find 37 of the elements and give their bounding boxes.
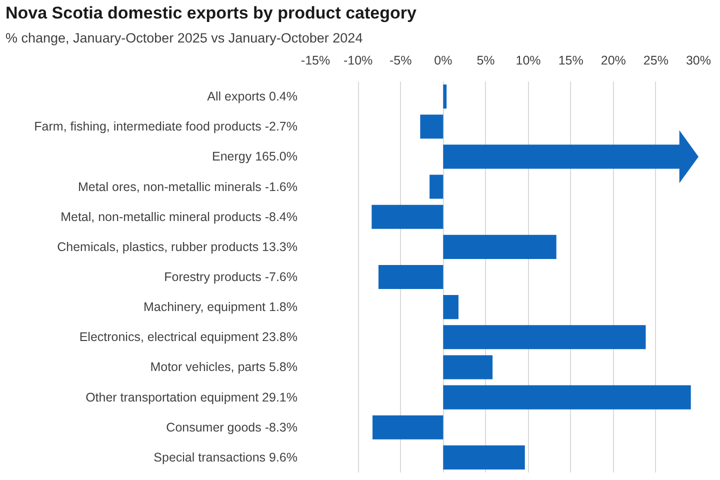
bar	[443, 385, 691, 410]
chart-title: Nova Scotia domestic exports by product category	[6, 4, 417, 22]
x-tick-label: 20%	[600, 54, 626, 68]
y-tick-label: Energy 165.0%	[212, 150, 298, 164]
y-tick-label: Other transportation equipment 29.1%	[86, 390, 298, 404]
x-tick-label: -15%	[300, 54, 330, 68]
x-tick-label: 25%	[643, 54, 668, 68]
x-tick-label: -5%	[389, 54, 412, 68]
x-tick-label: 30%	[686, 54, 712, 68]
y-tick-label: Chemicals, plastics, rubber products 13.3%	[57, 240, 298, 254]
bar	[443, 355, 493, 380]
y-tick-label: Metal, non-metallic mineral products -8.4%	[60, 210, 298, 224]
x-tick-label: 5%	[476, 54, 495, 68]
y-tick-label: Machinery, equipment 1.8%	[143, 300, 298, 314]
y-tick-label: Motor vehicles, parts 5.8%	[150, 360, 298, 374]
bar	[430, 174, 444, 199]
bar	[443, 295, 458, 320]
x-tick-label: 10%	[516, 54, 541, 68]
bar	[443, 84, 447, 109]
x-tick-label: -10%	[343, 54, 373, 68]
x-tick-label: 0%	[434, 54, 452, 68]
bar	[378, 264, 444, 290]
y-tick-label: All exports 0.4%	[207, 90, 298, 104]
bar	[372, 415, 444, 440]
bar	[420, 114, 444, 139]
y-tick-label: Farm, fishing, intermediate food products -2.7%	[34, 120, 298, 134]
y-tick-label: Metal ores, non-metallic minerals -1.6%	[78, 180, 298, 194]
bar	[443, 445, 525, 470]
bar	[372, 204, 444, 229]
bar	[443, 234, 556, 259]
y-tick-label: Consumer goods -8.3%	[166, 420, 298, 434]
bar	[443, 325, 646, 350]
text: % change, January-October 2025 vs January-October 2024	[6, 30, 364, 46]
x-tick-label: 15%	[558, 54, 584, 68]
y-tick-label: Forestry products -7.6%	[164, 270, 298, 284]
y-tick-label: Special transactions 9.6%	[154, 450, 298, 464]
y-tick-label: Electronics, electrical equipment 23.8%	[79, 330, 298, 344]
